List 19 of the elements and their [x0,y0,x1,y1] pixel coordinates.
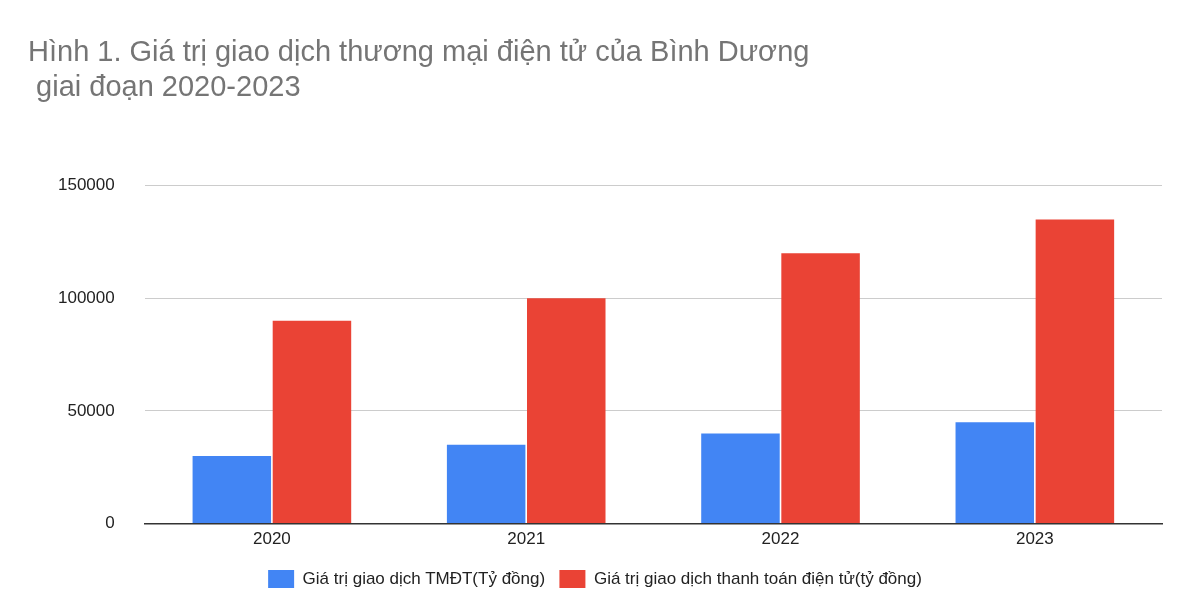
x-tick-label: 2021 [507,529,546,549]
x-tick-label: 2020 [252,529,291,549]
bar [527,298,606,524]
bar [192,456,272,524]
bar [955,422,1035,524]
y-tick-label: 50000 [67,400,115,420]
y-tick-label: 0 [105,513,115,533]
y-tick-label: 150000 [57,175,115,195]
bar [1035,219,1115,524]
bar [781,253,860,524]
chart-title: Hình 1. Giá trị giao dịch thương mại điện tử của Bình Dương giai đoạn 2020-2023 [28,35,810,103]
x-tick-label: 2022 [761,529,800,549]
x-tick-label: 2023 [1015,529,1054,549]
y-tick-label: 100000 [57,287,115,307]
legend-label: Giá trị giao dịch TMĐT(Tỷ đồng) [302,568,546,588]
bar [272,320,352,524]
legend-label: Giá trị giao dịch thanh toán điện tử(tỷ đồng) [593,568,922,588]
bar [701,433,780,524]
bar [446,444,526,524]
